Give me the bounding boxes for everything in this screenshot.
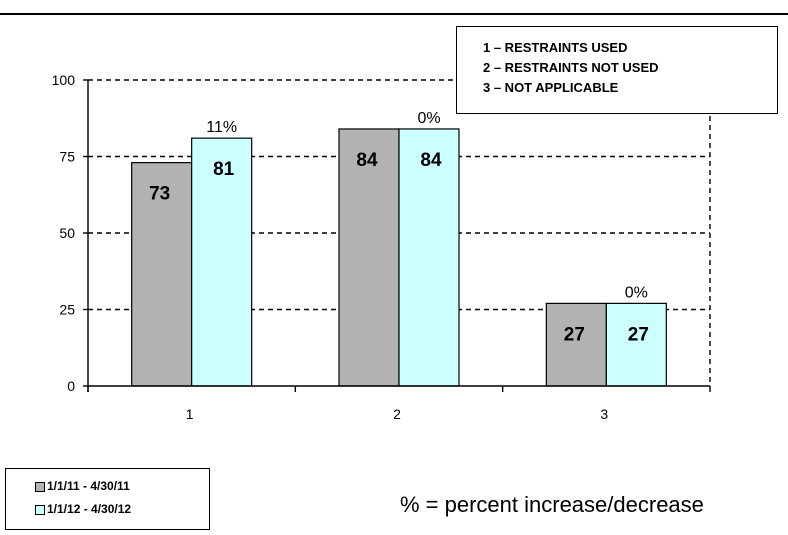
axes: 0 25 50 75 100 1 2 3 — [52, 72, 711, 422]
y-tick-label: 25 — [59, 302, 75, 318]
bar — [545, 302, 607, 387]
x-tick-label: 2 — [393, 406, 401, 422]
legend-swatch — [35, 504, 45, 515]
data-labels: 73 81 11% 84 84 0% 27 27 0% — [149, 110, 649, 345]
change-label: 11% — [206, 119, 237, 136]
bar-value-label: 27 — [628, 324, 649, 345]
y-tick-label: 100 — [52, 72, 76, 88]
legend-label: 1/1/12 - 4/30/12 — [47, 502, 132, 516]
legend: 1/1/11 - 4/30/11 1/1/12 - 4/30/12 — [5, 468, 210, 530]
footnote: % = percent increase/decrease — [400, 492, 704, 517]
bars — [131, 128, 667, 387]
category-key-item: 2 – RESTRAINTS NOT USED — [483, 60, 659, 75]
bar-value-label: 84 — [420, 150, 442, 171]
bar — [398, 128, 460, 387]
legend-label: 1/1/11 - 4/30/11 — [47, 479, 130, 493]
change-label: 0% — [417, 110, 440, 127]
bar-value-label: 81 — [213, 159, 235, 180]
y-tick-label: 0 — [67, 378, 75, 394]
y-tick-label: 50 — [59, 225, 75, 241]
category-key-item: 1 – RESTRAINTS USED — [483, 40, 628, 55]
legend-item: 1/1/11 - 4/30/11 — [35, 475, 209, 498]
x-tick-label: 3 — [600, 406, 608, 422]
category-key: 1 – RESTRAINTS USED 2 – RESTRAINTS NOT U… — [456, 26, 778, 114]
change-label: 0% — [625, 284, 648, 301]
y-tick-label: 75 — [59, 149, 75, 165]
category-key-item: 3 – NOT APPLICABLE — [483, 80, 619, 95]
bar-value-label: 84 — [356, 150, 378, 171]
bar — [338, 128, 400, 387]
legend-item: 1/1/12 - 4/30/12 — [35, 498, 209, 521]
x-tick-label: 1 — [186, 406, 194, 422]
bar — [191, 137, 253, 387]
legend-swatch — [35, 481, 45, 492]
bar-value-label: 73 — [149, 184, 170, 205]
bar — [131, 162, 193, 387]
bar-value-label: 27 — [564, 324, 585, 345]
